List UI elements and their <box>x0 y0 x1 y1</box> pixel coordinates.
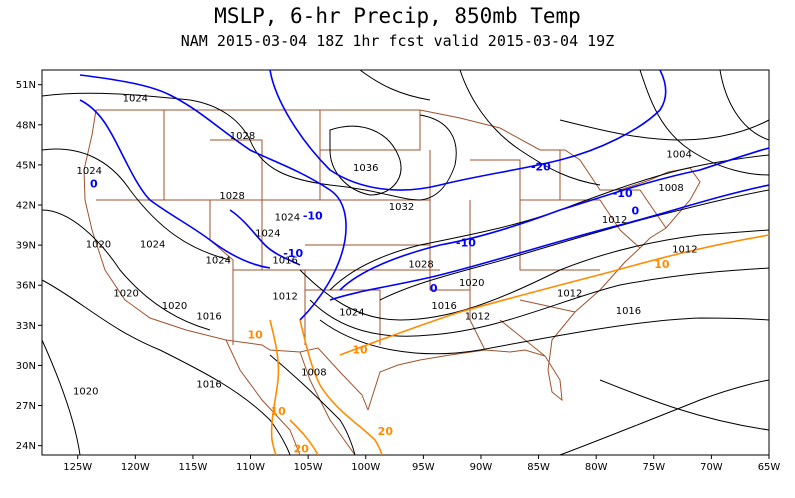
isobar-label: 1008 <box>658 183 683 194</box>
isobar-label: 1012 <box>602 215 627 226</box>
isobar-label: 1012 <box>465 311 490 322</box>
lat-tick-label: 30N <box>16 361 36 372</box>
isobar-label: 1024 <box>275 213 300 224</box>
longitude-axis: 125W 120W 115W 110W 105W 100W 95W 90W 85W 80W 75W 7… <box>63 455 780 473</box>
temperature-contours-cold <box>79 70 769 321</box>
temperature-label: 0 <box>90 178 98 191</box>
map-title: MSLP, 6-hr Precip, 850mb Temp <box>214 4 581 28</box>
temperature-label: -10 <box>303 210 323 223</box>
lon-tick-label: 120W <box>121 462 150 473</box>
lon-tick-label: 100W <box>351 462 380 473</box>
isobar-label: 1020 <box>459 278 484 289</box>
lat-tick-label: 27N <box>16 401 36 412</box>
latitude-axis: 51N 48N 45N 42N 39N 36N 33N 30N 27N 24N <box>16 80 42 452</box>
map-subtitle: NAM 2015-03-04 18Z 1hr fcst valid 2015-0… <box>180 32 615 50</box>
lon-tick-label: 90W <box>470 462 493 473</box>
isobar-label: 1020 <box>162 301 187 312</box>
temperature-contours-warm <box>269 234 769 455</box>
isobar-label: 1024 <box>77 166 102 177</box>
isobar-label: 1016 <box>616 306 641 317</box>
lon-tick-label: 65W <box>758 462 781 473</box>
isobar-label: 1024 <box>123 94 148 105</box>
temperature-label: -10 <box>456 236 476 249</box>
lat-tick-label: 48N <box>16 120 36 131</box>
isobar-label: 1020 <box>113 289 138 300</box>
lon-tick-label: 95W <box>412 462 435 473</box>
isobar-label: 1016 <box>196 311 221 322</box>
temperature-label: 10 <box>654 258 670 271</box>
temperature-label: 10 <box>271 405 287 418</box>
isobar-label: 1016 <box>196 380 221 391</box>
lon-tick-label: 85W <box>527 462 550 473</box>
isobar-label: 1008 <box>301 368 326 379</box>
isobar-label: 1004 <box>666 150 691 161</box>
isobar-label: 1024 <box>206 255 231 266</box>
isobar-label: 1012 <box>672 245 697 256</box>
lat-tick-label: 33N <box>16 321 36 332</box>
temperature-label: 0 <box>632 204 640 217</box>
temperature-label: 0 <box>430 282 438 295</box>
isobar-label: 1016 <box>431 301 456 312</box>
isobars <box>42 70 769 455</box>
lon-tick-label: 75W <box>642 462 665 473</box>
lat-tick-label: 24N <box>16 441 36 452</box>
lon-tick-label: 80W <box>585 462 608 473</box>
isobar-label: 1020 <box>73 386 98 397</box>
isobar-label: 1028 <box>219 191 244 202</box>
lat-tick-label: 42N <box>16 201 36 212</box>
lon-tick-label: 70W <box>700 462 723 473</box>
temperature-label: 10 <box>247 329 263 342</box>
isobar-label: 1028 <box>408 259 433 270</box>
isobar-label: 1012 <box>557 289 582 300</box>
isobar-label: 1028 <box>230 131 255 142</box>
lat-tick-label: 36N <box>16 281 36 292</box>
lat-tick-label: 45N <box>16 160 36 171</box>
isobar-label: 1024 <box>255 229 280 240</box>
lon-tick-label: 105W <box>294 462 323 473</box>
isobar-label: 1020 <box>86 239 111 250</box>
temperature-label: 20 <box>294 442 310 455</box>
isobar-label: 1024 <box>140 239 165 250</box>
temperature-label: 10 <box>352 343 368 356</box>
lon-tick-label: 115W <box>178 462 207 473</box>
lon-tick-label: 125W <box>63 462 92 473</box>
temperature-label: -10 <box>283 247 303 260</box>
isobar-label: 1036 <box>353 163 378 174</box>
isobar-label: 1012 <box>272 291 297 302</box>
temperature-label: -20 <box>531 160 551 173</box>
lat-tick-label: 39N <box>16 241 36 252</box>
isobar-label: 1016 <box>272 255 297 266</box>
political-borders <box>83 109 701 455</box>
isobar-label: 1032 <box>389 202 414 213</box>
temperature-label: -10 <box>613 187 633 200</box>
isobar-labels: 1024 1028 1036 1004 1008 1024 1028 1032 1012 1024… <box>73 94 698 398</box>
temperature-label: 20 <box>378 425 394 438</box>
lat-tick-label: 51N <box>16 80 36 91</box>
lon-tick-label: 110W <box>236 462 265 473</box>
isobar-label: 1024 <box>339 307 364 318</box>
